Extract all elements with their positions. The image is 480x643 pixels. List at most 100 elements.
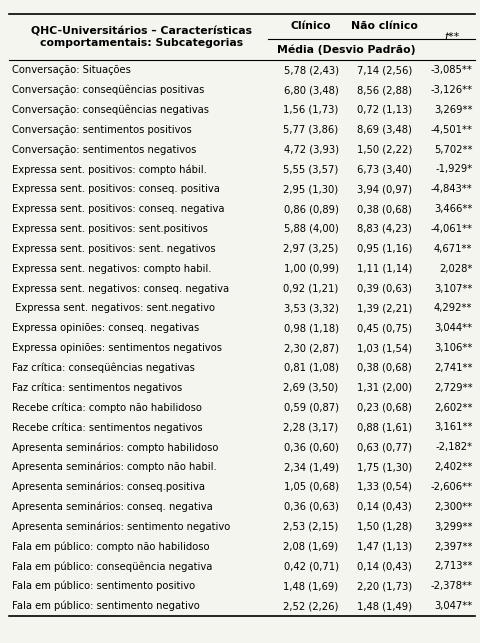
Text: 2,028*: 2,028* xyxy=(438,264,471,274)
Text: 1,00 (0,99): 1,00 (0,99) xyxy=(283,264,338,274)
Text: 2,602**: 2,602** xyxy=(433,403,471,413)
Text: 2,713**: 2,713** xyxy=(433,561,471,572)
Text: 0,81 (1,08): 0,81 (1,08) xyxy=(283,363,338,373)
Text: Clínico: Clínico xyxy=(290,21,331,32)
Text: Faz crítica: sentimentos negativos: Faz crítica: sentimentos negativos xyxy=(12,383,182,393)
Text: 4,72 (3,93): 4,72 (3,93) xyxy=(283,145,338,154)
Text: Recebe crítica: compto não habilidoso: Recebe crítica: compto não habilidoso xyxy=(12,403,201,413)
Text: 0,42 (0,71): 0,42 (0,71) xyxy=(283,561,338,572)
Text: Expressa opiniões: sentimentos negativos: Expressa opiniões: sentimentos negativos xyxy=(12,343,221,353)
Text: -4,061**: -4,061** xyxy=(430,224,471,234)
Text: 0,36 (0,63): 0,36 (0,63) xyxy=(283,502,338,512)
Text: Expressa opiniões: conseq. negativas: Expressa opiniões: conseq. negativas xyxy=(12,323,199,333)
Text: 1,47 (1,13): 1,47 (1,13) xyxy=(356,541,411,552)
Text: Conversação: sentimentos positivos: Conversação: sentimentos positivos xyxy=(12,125,191,135)
Text: 0,59 (0,87): 0,59 (0,87) xyxy=(283,403,338,413)
Text: 1,33 (0,54): 1,33 (0,54) xyxy=(357,482,411,492)
Text: -4,501**: -4,501** xyxy=(430,125,471,135)
Text: 5,77 (3,86): 5,77 (3,86) xyxy=(283,125,338,135)
Text: Expressa sent. negativos: conseq. negativa: Expressa sent. negativos: conseq. negati… xyxy=(12,284,228,293)
Text: Conversação: Situações: Conversação: Situações xyxy=(12,65,131,75)
Text: 2,729**: 2,729** xyxy=(433,383,471,393)
Text: Conversação: conseqüências positivas: Conversação: conseqüências positivas xyxy=(12,85,204,95)
Text: Fala em público: sentimento negativo: Fala em público: sentimento negativo xyxy=(12,601,199,611)
Text: 2,52 (2,26): 2,52 (2,26) xyxy=(283,601,338,611)
Text: 0,63 (0,77): 0,63 (0,77) xyxy=(356,442,411,452)
Text: Expressa sent. positivos: conseq. negativa: Expressa sent. positivos: conseq. negati… xyxy=(12,204,224,214)
Text: 0,38 (0,68): 0,38 (0,68) xyxy=(357,204,411,214)
Text: 2,741**: 2,741** xyxy=(433,363,471,373)
Text: 6,80 (3,48): 6,80 (3,48) xyxy=(283,85,338,95)
Text: Expressa sent. positivos: sent. negativos: Expressa sent. positivos: sent. negativo… xyxy=(12,244,215,254)
Text: Apresenta seminários: conseq.positiva: Apresenta seminários: conseq.positiva xyxy=(12,482,204,493)
Text: 2,20 (1,73): 2,20 (1,73) xyxy=(356,581,411,591)
Text: Média (Desvio Padrão): Média (Desvio Padrão) xyxy=(277,44,415,55)
Text: 3,106**: 3,106** xyxy=(433,343,471,353)
Text: 1,03 (1,54): 1,03 (1,54) xyxy=(356,343,411,353)
Text: 2,08 (1,69): 2,08 (1,69) xyxy=(283,541,338,552)
Text: 1,05 (0,68): 1,05 (0,68) xyxy=(283,482,338,492)
Text: Fala em público: conseqüência negativa: Fala em público: conseqüência negativa xyxy=(12,561,212,572)
Text: 0,14 (0,43): 0,14 (0,43) xyxy=(357,561,411,572)
Text: 8,69 (3,48): 8,69 (3,48) xyxy=(357,125,411,135)
Text: 0,39 (0,63): 0,39 (0,63) xyxy=(357,284,411,293)
Text: 8,56 (2,88): 8,56 (2,88) xyxy=(356,85,411,95)
Text: -4,843**: -4,843** xyxy=(430,185,471,194)
Text: Conversação: sentimentos negativos: Conversação: sentimentos negativos xyxy=(12,145,196,154)
Text: -2,378**: -2,378** xyxy=(430,581,471,591)
Text: 0,95 (1,16): 0,95 (1,16) xyxy=(356,244,411,254)
Text: 3,94 (0,97): 3,94 (0,97) xyxy=(356,185,411,194)
Text: 2,300**: 2,300** xyxy=(433,502,471,512)
Text: 2,402**: 2,402** xyxy=(433,462,471,472)
Text: Não clínico: Não clínico xyxy=(350,21,417,32)
Text: Expressa sent. negativos: sent.negativo: Expressa sent. negativos: sent.negativo xyxy=(12,303,215,313)
Text: 3,161**: 3,161** xyxy=(433,422,471,433)
Text: 5,78 (2,43): 5,78 (2,43) xyxy=(283,65,338,75)
Text: 0,36 (0,60): 0,36 (0,60) xyxy=(283,442,338,452)
Text: 3,047**: 3,047** xyxy=(433,601,471,611)
Text: Faz crítica: conseqüências negativas: Faz crítica: conseqüências negativas xyxy=(12,363,194,373)
Text: -3,126**: -3,126** xyxy=(430,85,471,95)
Text: 0,98 (1,18): 0,98 (1,18) xyxy=(283,323,338,333)
Text: Fala em público: sentimento positivo: Fala em público: sentimento positivo xyxy=(12,581,194,592)
Text: 0,92 (1,21): 0,92 (1,21) xyxy=(283,284,338,293)
Text: 0,23 (0,68): 0,23 (0,68) xyxy=(357,403,411,413)
Text: 1,11 (1,14): 1,11 (1,14) xyxy=(356,264,411,274)
Text: QHC-Universitários – Características
comportamentais: Subcategorias: QHC-Universitários – Características com… xyxy=(31,26,251,48)
Text: 0,45 (0,75): 0,45 (0,75) xyxy=(356,323,411,333)
Text: -3,085**: -3,085** xyxy=(430,65,471,75)
Text: 2,28 (3,17): 2,28 (3,17) xyxy=(283,422,338,433)
Text: Expressa sent. positivos: compto hábil.: Expressa sent. positivos: compto hábil. xyxy=(12,164,206,175)
Text: 3,53 (3,32): 3,53 (3,32) xyxy=(283,303,338,313)
Text: 0,72 (1,13): 0,72 (1,13) xyxy=(356,105,411,115)
Text: 0,38 (0,68): 0,38 (0,68) xyxy=(357,363,411,373)
Text: Recebe crítica: sentimentos negativos: Recebe crítica: sentimentos negativos xyxy=(12,422,202,433)
Text: 6,73 (3,40): 6,73 (3,40) xyxy=(357,165,411,174)
Text: -2,606**: -2,606** xyxy=(430,482,471,492)
Text: 2,69 (3,50): 2,69 (3,50) xyxy=(283,383,338,393)
Text: 2,95 (1,30): 2,95 (1,30) xyxy=(283,185,338,194)
Text: Apresenta seminários: compto não habil.: Apresenta seminários: compto não habil. xyxy=(12,462,216,473)
Text: 1,50 (2,22): 1,50 (2,22) xyxy=(356,145,411,154)
Text: Conversação: conseqüências negativas: Conversação: conseqüências negativas xyxy=(12,105,208,115)
Text: 5,702**: 5,702** xyxy=(433,145,471,154)
Text: 3,269**: 3,269** xyxy=(433,105,471,115)
Text: 2,397**: 2,397** xyxy=(433,541,471,552)
Text: 1,39 (2,21): 1,39 (2,21) xyxy=(356,303,411,313)
Text: t**: t** xyxy=(444,32,459,42)
Text: 1,31 (2,00): 1,31 (2,00) xyxy=(356,383,411,393)
Text: 1,48 (1,49): 1,48 (1,49) xyxy=(356,601,411,611)
Text: 0,14 (0,43): 0,14 (0,43) xyxy=(357,502,411,512)
Text: 2,97 (3,25): 2,97 (3,25) xyxy=(283,244,338,254)
Text: Expressa sent. positivos: sent.positivos: Expressa sent. positivos: sent.positivos xyxy=(12,224,207,234)
Text: 4,671**: 4,671** xyxy=(433,244,471,254)
Text: Expressa sent. negativos: compto habil.: Expressa sent. negativos: compto habil. xyxy=(12,264,211,274)
Text: 1,56 (1,73): 1,56 (1,73) xyxy=(283,105,338,115)
Text: -1,929*: -1,929* xyxy=(434,165,471,174)
Text: Apresenta seminários: conseq. negativa: Apresenta seminários: conseq. negativa xyxy=(12,502,212,512)
Text: 5,88 (4,00): 5,88 (4,00) xyxy=(283,224,338,234)
Text: 3,107**: 3,107** xyxy=(433,284,471,293)
Text: 3,466**: 3,466** xyxy=(433,204,471,214)
Text: 3,044**: 3,044** xyxy=(433,323,471,333)
Text: 1,50 (1,28): 1,50 (1,28) xyxy=(356,521,411,532)
